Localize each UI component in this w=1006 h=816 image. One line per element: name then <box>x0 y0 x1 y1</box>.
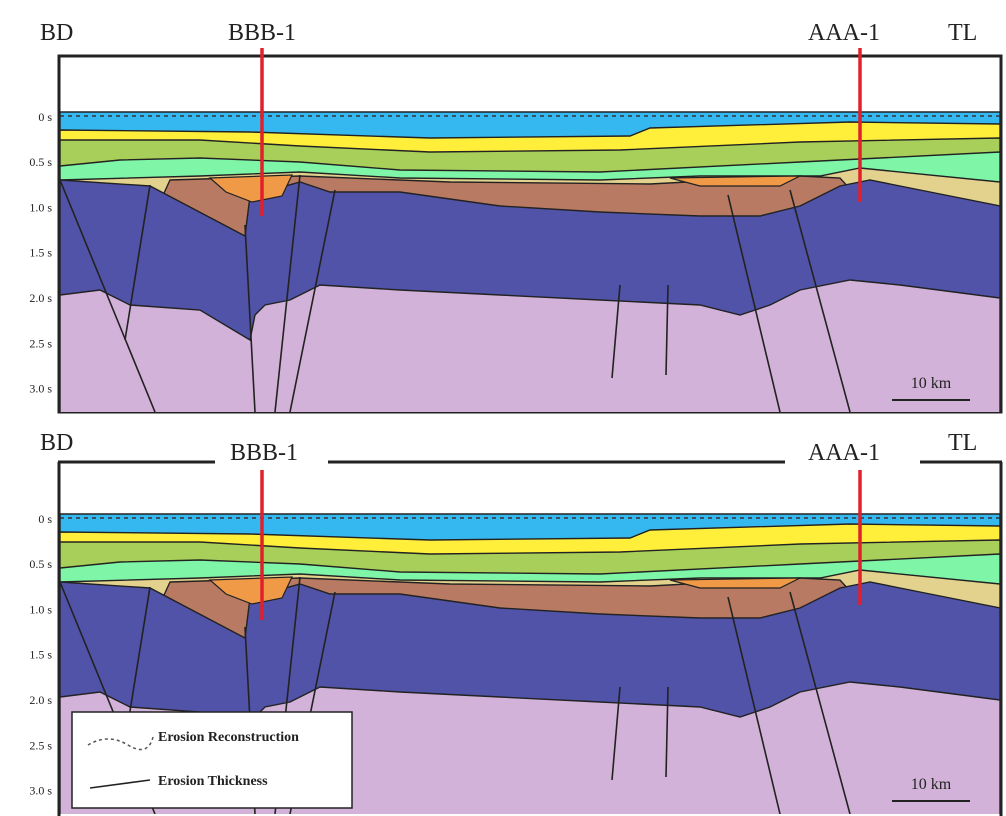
axis-label: 3.0 s <box>29 784 52 798</box>
axis-label: 0 s <box>38 512 52 526</box>
right-label: TL <box>948 20 977 46</box>
right-label: TL <box>948 430 977 456</box>
scale-label: 10 km <box>911 776 952 793</box>
axis-label: 2.5 s <box>29 738 52 752</box>
cross-section-figure: BD BBB-1 AAA-1 TL BD BBB-1 AAA-1 TL 10 k… <box>0 0 1006 816</box>
scale-label: 10 km <box>911 375 952 392</box>
well-label: AAA-1 <box>808 440 880 466</box>
well-label: BBB-1 <box>228 20 296 46</box>
axis-label: 1.5 s <box>29 246 52 260</box>
axis-label: 0 s <box>38 110 52 124</box>
legend-box <box>72 712 352 808</box>
legend-label: Erosion Thickness <box>158 774 268 789</box>
axis-label: 3.0 s <box>29 382 52 396</box>
legend: Erosion Reconstruction Erosion Thickness <box>72 712 352 808</box>
well-label: AAA-1 <box>808 20 880 46</box>
left-label: BD <box>40 20 73 46</box>
axis-label: 0.5 s <box>29 557 52 571</box>
axis-label: 2.5 s <box>29 336 52 350</box>
axis-label: 1.0 s <box>29 602 52 616</box>
axis-label: 1.0 s <box>29 200 52 214</box>
axis-label: 0.5 s <box>29 155 52 169</box>
legend-label: Erosion Reconstruction <box>158 730 299 745</box>
axis-label: 1.5 s <box>29 648 52 662</box>
well-label: BBB-1 <box>230 440 298 466</box>
left-label: BD <box>40 430 73 456</box>
axis-label: 2.0 s <box>29 693 52 707</box>
axis-label: 2.0 s <box>29 291 52 305</box>
